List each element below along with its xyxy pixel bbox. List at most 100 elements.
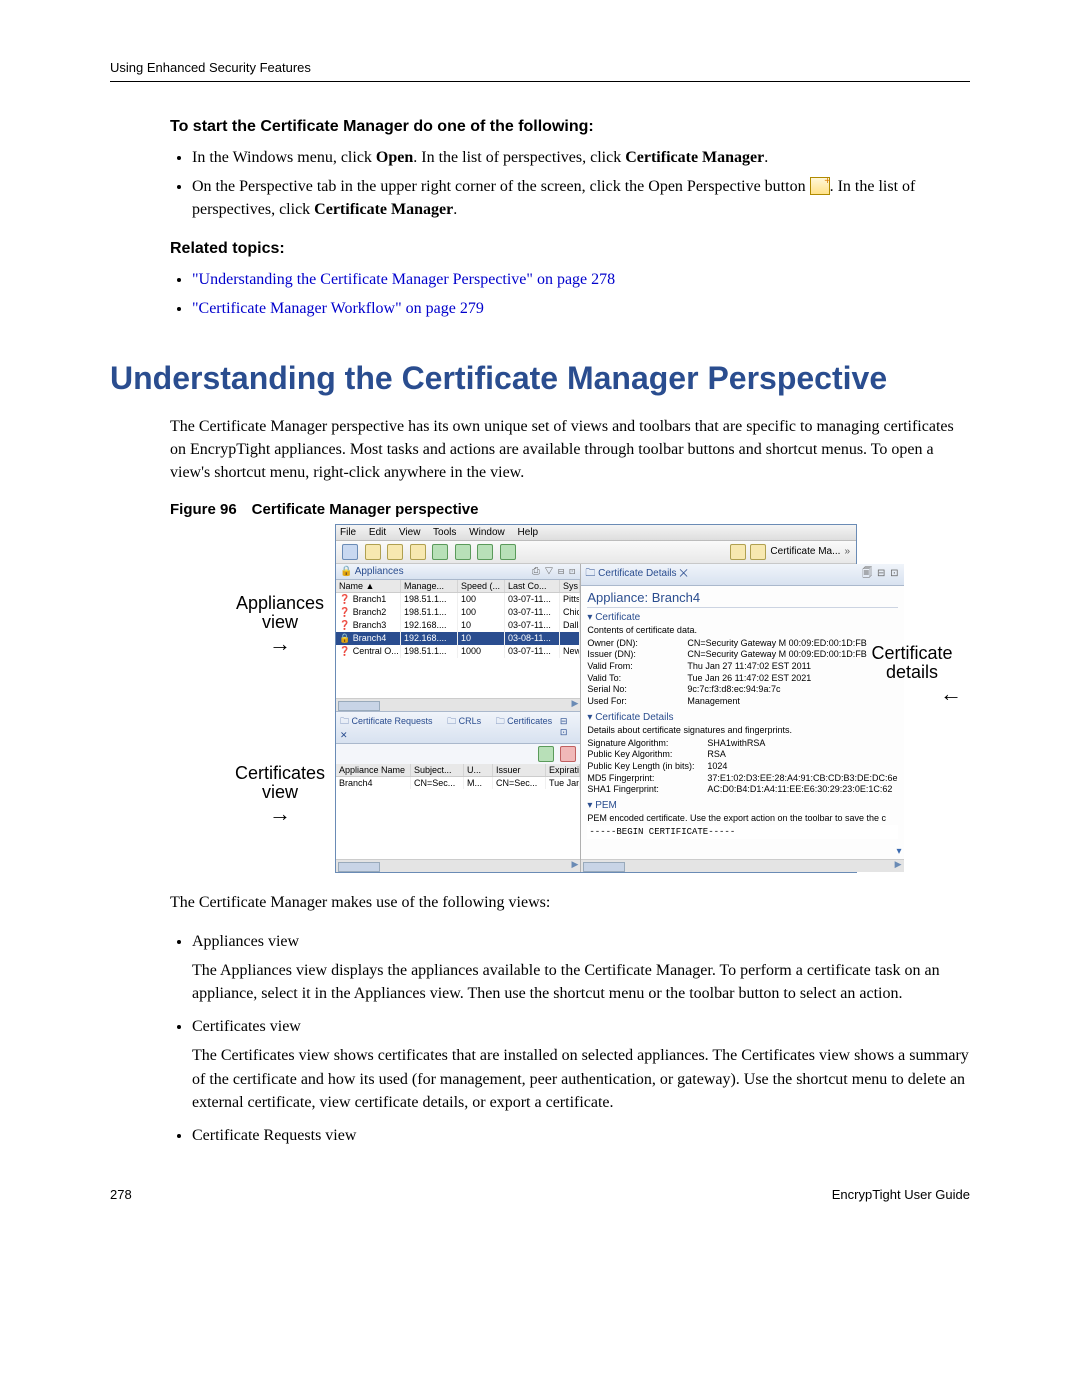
col-appliance[interactable]: Appliance Name — [336, 764, 411, 776]
perspective-label: Certificate Ma... — [770, 546, 840, 557]
col-expiration[interactable]: Expiratio — [546, 764, 580, 776]
col-subject[interactable]: Subject... — [411, 764, 464, 776]
text: . In the list of perspectives, click — [413, 149, 625, 166]
text: . — [764, 149, 768, 166]
view-desc: The Appliances view displays the applian… — [192, 959, 970, 1005]
text: . — [453, 201, 457, 218]
menu-window[interactable]: Window — [469, 527, 505, 538]
figure-caption: Figure 96 Certificate Manager perspectiv… — [170, 501, 970, 518]
col-issuer[interactable]: Issuer — [493, 764, 546, 776]
start-bullet-1: In the Windows menu, click Open. In the … — [192, 146, 970, 169]
certificates-table-header: Appliance Name Subject... U... Issuer Ex… — [336, 764, 580, 777]
screenshot: File Edit View Tools Window Help — [335, 524, 857, 873]
page-footer: 278 EncrypTight User Guide — [110, 1187, 970, 1202]
perspective-switcher[interactable]: Certificate Ma... » — [730, 544, 850, 560]
menu-view[interactable]: View — [399, 527, 421, 538]
guide-title: EncrypTight User Guide — [832, 1187, 970, 1202]
col-manage[interactable]: Manage... — [401, 580, 458, 592]
menu-edit[interactable]: Edit — [369, 527, 386, 538]
text: In the Windows menu, click — [192, 149, 376, 166]
section-certificate[interactable]: ▾ Certificate — [587, 612, 897, 623]
related-list: "Understanding the Certificate Manager P… — [170, 268, 970, 320]
para-views-intro: The Certificate Manager makes use of the… — [170, 891, 970, 914]
toolbar-icon[interactable] — [477, 544, 493, 560]
bold-open: Open — [376, 149, 413, 166]
toolbar-icon[interactable] — [455, 544, 471, 560]
section-sub: Contents of certificate data. — [587, 625, 897, 635]
certificate-details-tab[interactable]: 🗀 Certificate Details ✕ 🗐 ⊟ ⊡ — [581, 564, 903, 586]
callout-details: Certificate details ← — [862, 644, 962, 706]
view-item-appliances: Appliances view The Appliances view disp… — [192, 930, 970, 1006]
appliances-view-tab[interactable]: 🔒 Appliances ⎙ ▽ ⊟ ⊡ — [336, 564, 580, 580]
action-icon[interactable] — [538, 746, 554, 762]
col-speed[interactable]: Speed (... — [458, 580, 505, 592]
running-header: Using Enhanced Security Features — [110, 60, 970, 82]
figure-wrap: Appliances view → Certificates view → Ce… — [110, 524, 970, 873]
views-list: Appliances view The Appliances view disp… — [170, 930, 970, 1148]
table-row-selected[interactable]: 🔒 Branch4192.168....1003-08-11... — [336, 632, 580, 645]
view-controls-icon[interactable]: ⊟ ⊡ — [560, 716, 577, 738]
table-row[interactable]: ❓ Branch3192.168....1003-07-11...Dallas — [336, 619, 580, 632]
toolbar-icon[interactable] — [342, 544, 358, 560]
chevron-icon[interactable]: » — [844, 546, 850, 557]
menu-tools[interactable]: Tools — [433, 527, 456, 538]
link-understanding[interactable]: "Understanding the Certificate Manager P… — [192, 271, 615, 288]
related-heading: Related topics: — [170, 240, 970, 258]
toolbar: Certificate Ma... » — [336, 541, 856, 564]
tab-crls[interactable]: 🗀 CRLs — [447, 716, 487, 726]
menu-file[interactable]: File — [340, 527, 356, 538]
section-sub: PEM encoded certificate. Use the export … — [587, 813, 897, 823]
table-row[interactable]: ❓ Branch1198.51.1...10003-07-11...Pittsb… — [336, 593, 580, 606]
section-cert-details[interactable]: ▾ Certificate Details — [587, 712, 897, 723]
col-sys[interactable]: Sys Lo — [560, 580, 580, 592]
certificate-details-content: Appliance: Branch4 ▾ Certificate Content… — [581, 586, 903, 859]
toolbar-icon[interactable] — [432, 544, 448, 560]
section-pem[interactable]: ▾ PEM — [587, 800, 897, 811]
certificate-row[interactable]: Branch4 CN=Sec... M... CN=Sec... Tue Jan… — [336, 777, 580, 789]
para-overview: The Certificate Manager perspective has … — [170, 415, 970, 485]
table-row[interactable]: ❓ Branch2198.51.1...10003-07-11...Chicag — [336, 606, 580, 619]
view-item-certificates: Certificates view The Certificates view … — [192, 1015, 970, 1114]
main-heading: Understanding the Certificate Manager Pe… — [110, 360, 970, 397]
open-perspective-icon — [810, 177, 830, 195]
toolbar-icon[interactable] — [387, 544, 403, 560]
scrollbar-horizontal[interactable] — [336, 859, 580, 872]
perspective-icon[interactable] — [750, 544, 766, 560]
appliance-title: Appliance: Branch4 — [587, 590, 897, 605]
toolbar-icon[interactable] — [365, 544, 381, 560]
col-last[interactable]: Last Co... — [505, 580, 560, 592]
bold-cm2: Certificate Manager — [314, 201, 453, 218]
certificates-tabs: 🗀 Certificate Requests 🗀 CRLs 🗀 Certific… — [336, 711, 580, 744]
scrollbar-horizontal[interactable] — [336, 698, 580, 711]
open-perspective-icon[interactable] — [730, 544, 746, 560]
tab-cert-requests[interactable]: 🗀 Certificate Requests — [340, 716, 439, 726]
tab-label: Appliances — [355, 566, 404, 577]
view-controls-icon[interactable]: 🗐 ⊟ ⊡ — [862, 566, 899, 583]
view-menu-icon[interactable]: ⎙ ▽ ⊟ ⊡ — [532, 566, 576, 577]
delete-icon[interactable] — [560, 746, 576, 762]
toolbar-left — [342, 544, 520, 560]
text: On the Perspective tab in the upper righ… — [192, 178, 810, 195]
appliances-table-header: Name ▲ Manage... Speed (... Last Co... S… — [336, 580, 580, 593]
section-sub: Details about certificate signatures and… — [587, 725, 897, 735]
callout-certificates: Certificates view → — [230, 764, 330, 826]
page-number: 278 — [110, 1187, 132, 1202]
tab-label: Certificate Details — [598, 568, 676, 579]
scroll-down-icon[interactable]: ▾ — [896, 846, 901, 857]
toolbar-icon[interactable] — [500, 544, 516, 560]
view-item-cert-requests: Certificate Requests view — [192, 1124, 970, 1147]
start-heading: To start the Certificate Manager do one … — [170, 118, 970, 136]
bold-cm: Certificate Manager — [625, 149, 764, 166]
pem-text: -----BEGIN CERTIFICATE----- — [587, 825, 897, 839]
view-desc: The Certificates view shows certificates… — [192, 1044, 970, 1114]
col-name[interactable]: Name ▲ — [336, 580, 401, 592]
start-bullet-2: On the Perspective tab in the upper righ… — [192, 175, 970, 221]
menubar[interactable]: File Edit View Tools Window Help — [336, 525, 856, 541]
scrollbar-horizontal[interactable]: ▾ — [581, 859, 903, 872]
callout-appliances: Appliances view → — [230, 594, 330, 656]
menu-help[interactable]: Help — [518, 527, 539, 538]
table-row[interactable]: ❓ Central O...198.51.1...100003-07-11...… — [336, 645, 580, 658]
col-used[interactable]: U... — [464, 764, 493, 776]
link-workflow[interactable]: "Certificate Manager Workflow" on page 2… — [192, 300, 484, 317]
toolbar-icon[interactable] — [410, 544, 426, 560]
